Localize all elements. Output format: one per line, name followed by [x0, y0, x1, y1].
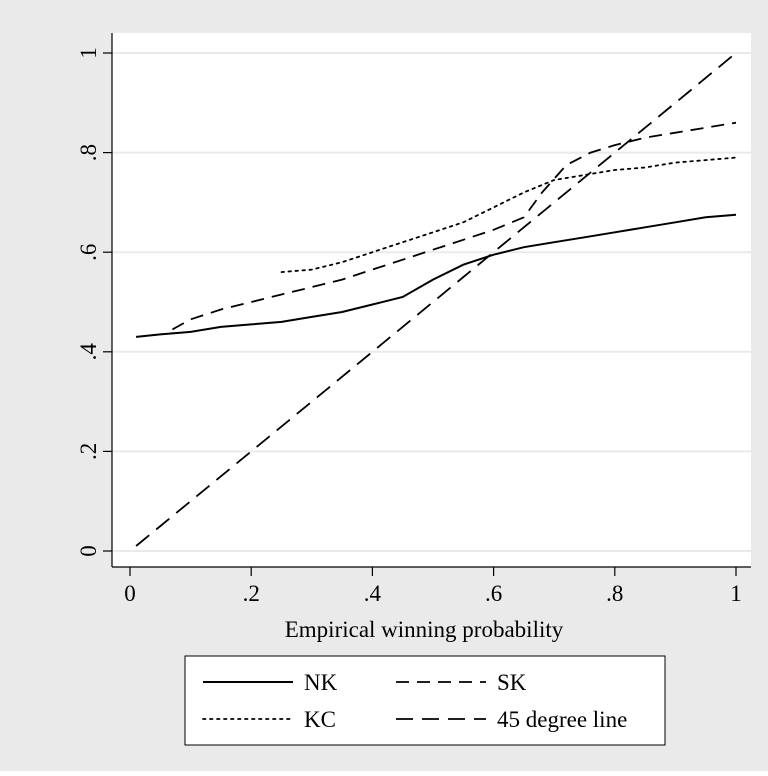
x-tick-label-0: 0: [124, 581, 136, 606]
y-tick-label-0: 0: [76, 545, 101, 557]
gridlines: [112, 52, 751, 552]
x-tick-label-5: 1: [730, 581, 742, 606]
y-tick-label-5: 1: [76, 47, 101, 59]
series-line-kc: [280, 156, 737, 274]
x-axis-label: Empirical winning probability: [285, 617, 564, 642]
series-line-nk: [135, 213, 737, 338]
x-tick-label-1: .2: [243, 581, 260, 606]
legend-label-kc: KC: [304, 707, 336, 732]
legend-box: [184, 655, 666, 746]
axis-ticks: 0 .2 .4 .6 .8 1 0 .2 .4 .6 .8 1: [76, 47, 742, 606]
x-tick-label-3: .6: [485, 581, 502, 606]
legend: NK SK KC 45 degree line: [184, 655, 666, 746]
x-tick-label-4: .8: [606, 581, 623, 606]
legend-label-sk: SK: [497, 670, 527, 695]
series-line-sk: [171, 121, 737, 331]
axes: [111, 33, 751, 568]
y-tick-label-1: .2: [76, 443, 101, 460]
series-lines: [135, 52, 737, 547]
y-tick-label-4: .8: [76, 144, 101, 161]
x-tick-label-2: .4: [364, 581, 382, 606]
legend-label-45-degree-line: 45 degree line: [497, 707, 627, 732]
y-tick-label-3: .6: [76, 244, 101, 261]
y-tick-label-2: .4: [76, 343, 101, 361]
legend-label-nk: NK: [304, 670, 338, 695]
